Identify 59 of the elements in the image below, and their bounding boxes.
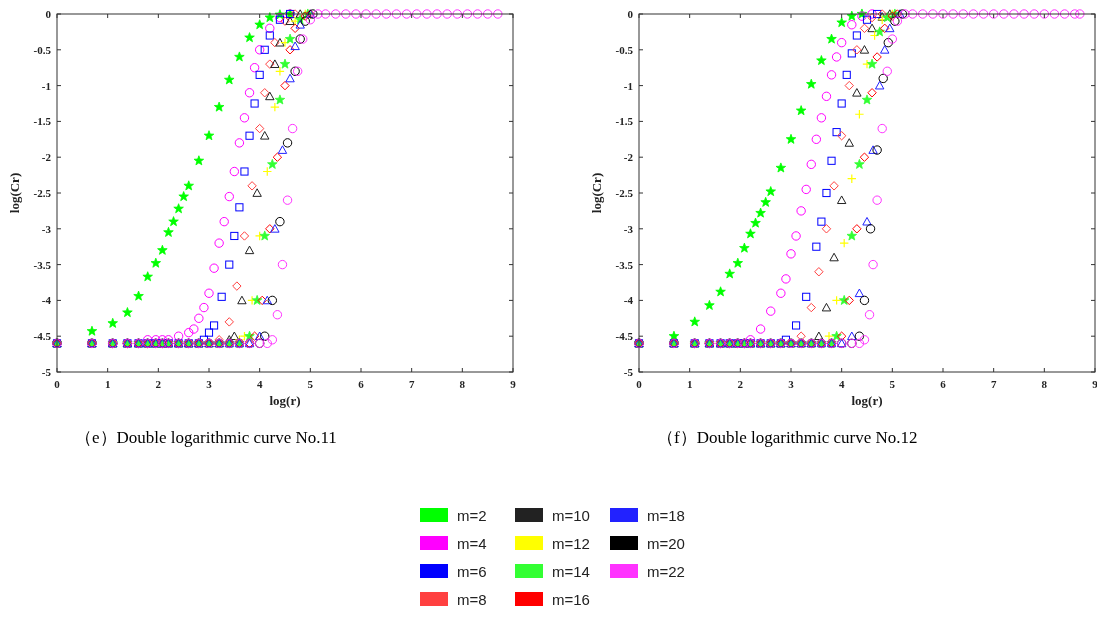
x-tick-label: 5 [307,378,314,390]
y-tick-label: -4.5 [615,330,634,343]
y-axis-title: log(Cr) [7,172,22,214]
y-tick-label: 0 [45,8,52,20]
y-tick-label: -0.5 [33,43,52,56]
x-tick-label: 2 [155,378,162,390]
y-tick-label: -2.5 [615,187,634,199]
x-tick-label: 9 [1092,378,1097,390]
y-tick-label: -0.5 [615,43,634,56]
legend-label: m=20 [647,535,685,552]
legend-label: m=2 [457,507,487,524]
text: （f）Double logarithmic curve No.12 [657,428,918,447]
x-tick-label: 7 [408,378,415,390]
legend-label: m=4 [457,535,487,552]
legend-label: m=18 [647,507,685,524]
y-tick-label: -4 [623,294,634,307]
y-tick-label: -4 [41,294,52,307]
x-tick-label: 3 [206,378,213,390]
x-axis-title: log(r) [851,393,883,408]
y-axis-title: log(Cr) [589,172,604,214]
legend-label: m=22 [647,563,685,580]
x-tick-label: 6 [358,378,365,390]
legend-label: m=10 [552,507,590,524]
y-tick-label: -1 [41,79,51,92]
x-tick-label: 1 [104,378,111,390]
x-tick-label: 4 [838,378,845,390]
y-tick-label: -4.5 [33,330,52,343]
y-tick-label: -5 [623,366,634,378]
legend-label: m=12 [552,535,590,552]
x-tick-label: 4 [256,378,263,390]
x-tick-label: 8 [1041,378,1048,390]
y-tick-label: -1.5 [33,115,52,128]
x-tick-label: 2 [737,378,744,390]
y-tick-label: -2 [41,151,52,164]
legend-label: m=14 [552,563,590,580]
x-tick-label: 3 [788,378,795,390]
y-tick-label: -2.5 [33,187,52,199]
legend-label: m=6 [457,563,487,580]
legend-label: m=16 [552,591,590,608]
x-axis-title: log(r) [269,393,301,408]
y-tick-label: -3 [623,222,634,235]
x-tick-label: 6 [940,378,947,390]
x-tick-label: 8 [459,378,466,390]
legend-label: m=8 [457,591,487,608]
x-tick-label: 5 [889,378,896,390]
text: （e）Double logarithmic curve No.11 [75,428,337,447]
y-tick-label: 0 [627,8,634,20]
y-tick-label: -2 [623,151,634,164]
x-tick-label: 1 [686,378,693,390]
x-tick-label: 7 [990,378,997,390]
y-tick-label: -5 [41,366,52,378]
y-tick-label: -3 [41,222,52,235]
y-tick-label: -3.5 [33,258,52,271]
x-tick-label: 9 [510,378,517,390]
x-tick-label: 0 [636,378,643,390]
y-tick-label: -1 [623,79,633,92]
x-tick-label: 0 [54,378,61,390]
y-tick-label: -1.5 [615,115,634,128]
y-tick-label: -3.5 [615,258,634,271]
